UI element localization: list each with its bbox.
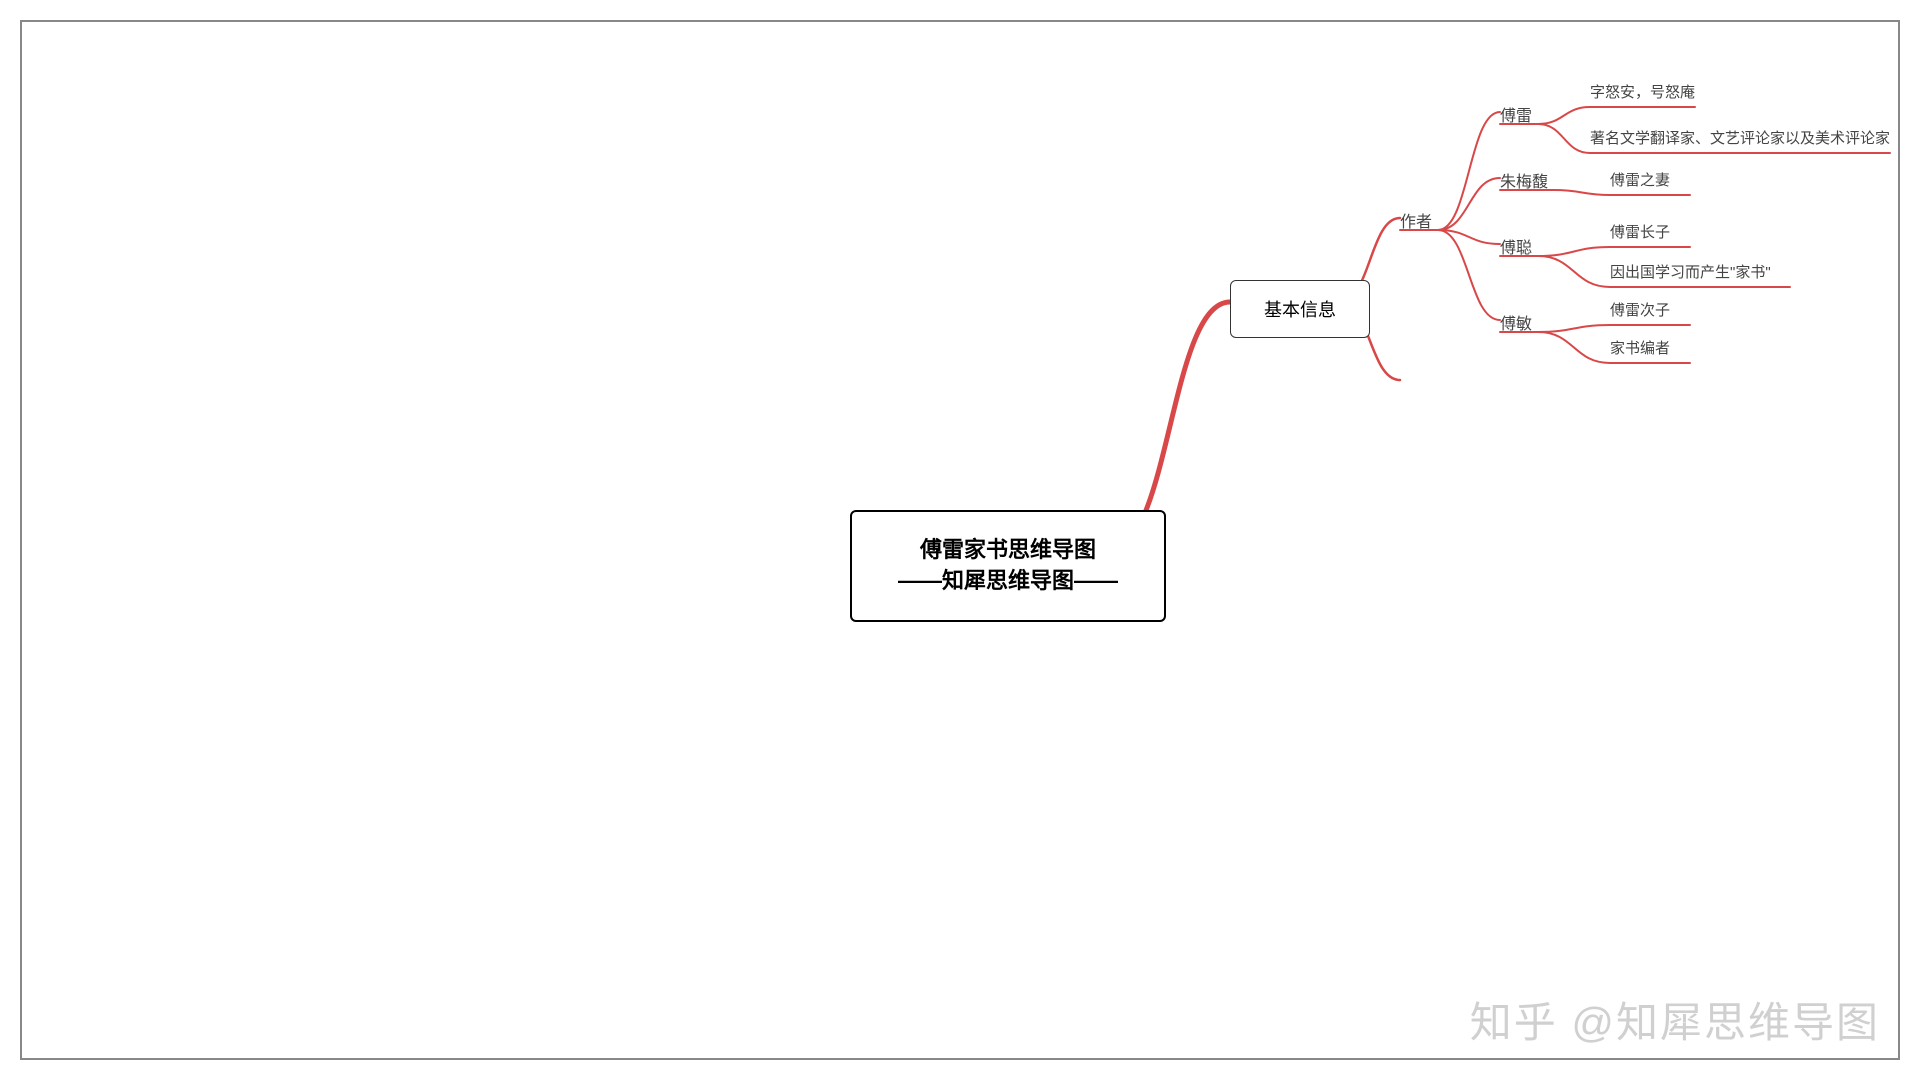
sub-fulei: 傅雷 <box>1500 102 1532 126</box>
branch-basic: 基本信息 <box>1230 280 1370 338</box>
center-node: 傅雷家书思维导图 ——知犀思维导图—— <box>850 510 1166 622</box>
sub-fumin: 傅敏 <box>1500 310 1532 334</box>
leaf-fulei-0: 字怒安，号怒庵 <box>1590 82 1695 105</box>
leaf-fumin-0: 傅雷次子 <box>1610 300 1690 323</box>
watermark: 知乎 @知犀思维导图 <box>1470 989 1880 1050</box>
leaf-zhumeifu-0: 傅雷之妻 <box>1610 170 1690 193</box>
sub-zhumeifu: 朱梅馥 <box>1500 168 1548 192</box>
leaf-fumin-1: 家书编者 <box>1610 338 1690 361</box>
leaf-fulei-1: 著名文学翻译家、文艺评论家以及美术评论家 <box>1590 128 1890 151</box>
sub-fucong: 傅聪 <box>1500 234 1532 258</box>
leaf-fucong-0: 傅雷长子 <box>1610 222 1690 245</box>
leaf-fucong-1: 因出国学习而产生"家书" <box>1610 262 1790 285</box>
sub-author: 作者 <box>1400 208 1432 232</box>
